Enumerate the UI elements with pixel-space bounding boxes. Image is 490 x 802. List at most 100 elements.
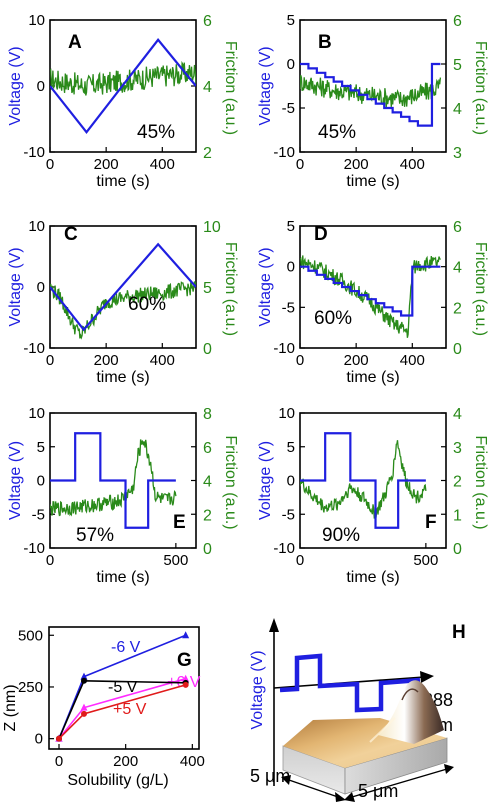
humidity-percent: 60% [314,308,352,329]
data-point [56,735,62,742]
x-tick-label: 400 [400,352,425,369]
y-left-tick-label: -10 [23,144,45,161]
y-left-tick-label: 5 [287,218,295,235]
x-tick-label: 0 [296,352,304,369]
y-right-tick-label: 6 [203,13,212,30]
y-left-tick-label: -10 [273,144,295,161]
y-left-tick-label: -5 [282,299,295,316]
humidity-percent: 90% [322,525,360,546]
x-axis-label: time (s) [96,569,149,586]
y-axis-label: Z (nm) [2,684,19,731]
humidity-percent: 45% [318,122,356,143]
panel-d: 0 200 400 -10 -5 0 5 0 2 4 6 time (s) Voltage (V) Fri… [257,218,489,386]
y-left-tick-label: -5 [32,506,45,523]
y-left-tick-label: 5 [287,12,295,29]
friction-series [300,75,442,108]
y-right-tick-label: 5 [203,280,212,297]
y-left-axis-label: Voltage (V) [7,247,24,326]
y-right-tick-label: 5 [453,57,462,74]
y-left-tick-label: -10 [23,540,45,557]
voltage-arrow-head [269,618,279,632]
friction-series [50,60,196,96]
y-right-tick-label: 4 [203,474,212,491]
y-right-axis-label: Friction (a.u.) [472,41,489,135]
y-right-tick-label: 6 [453,219,462,236]
data-point [182,674,190,682]
x-tick-label: 200 [94,352,119,369]
x-tick-label: 200 [94,156,119,173]
y-left-tick-label: 10 [278,405,295,422]
panel-letter: B [318,32,332,53]
panel-g: 0 200 400 0 250 500 Solubility (g/L) Z (nm) G -6 … [2,626,205,789]
voltage-series [50,38,196,134]
y-left-tick-label: -5 [282,506,295,523]
y-left-tick-label: -5 [282,100,295,117]
voltage-series [300,62,441,127]
y-left-tick-label: 0 [287,259,295,276]
y-right-tick-label: 4 [453,406,462,423]
friction-series [300,440,427,520]
x-axis-label: time (s) [346,569,399,586]
plot-frame [299,225,447,349]
y-left-tick-label: -10 [273,540,295,557]
y-right-tick-label: 4 [453,260,462,277]
panel-h: H Voltage (V) 288 nm 5 μm 5 μm [249,618,466,802]
x-tick-label: 200 [344,352,369,369]
x-tick-label: 400 [150,352,175,369]
panel-letter: G [177,650,192,671]
data-point [81,677,87,684]
y-left-axis-label: Voltage (V) [7,46,24,125]
voltage-series [300,265,441,317]
x-axis-label: time (s) [346,173,399,190]
y-right-axis-label: Friction (a.u.) [472,435,489,529]
y-right-tick-label: 1 [453,507,462,524]
friction-series [50,439,177,517]
y-right-tick-label: 6 [203,440,212,457]
y-left-tick-label: 10 [28,12,45,29]
y-tick-label: 500 [18,627,43,644]
y-left-tick-label: 0 [287,56,295,73]
panel-h-ylabel: Voltage (V) [249,650,266,729]
humidity-percent: 57% [76,525,114,546]
y-left-tick-label: -10 [273,340,295,357]
y-right-tick-label: 2 [453,300,462,317]
y-right-axis-label: Friction (a.u.) [222,435,239,529]
data-point [80,672,88,680]
x-tick-label: 400 [400,156,425,173]
x-tick-label: 200 [113,753,138,770]
x-axis-label: time (s) [96,173,149,190]
series-label: +5 V [113,701,147,718]
x-tick-label: 0 [46,352,54,369]
panel-letter: C [64,224,78,245]
y-left-tick-label: 0 [287,473,295,490]
panel-letter: E [173,512,186,533]
panel-letter: A [68,32,82,53]
x-tick-label: 0 [46,552,54,569]
y-right-tick-label: 4 [203,79,212,96]
y-left-tick-label: 0 [37,78,45,95]
y-right-tick-label: 6 [453,13,462,30]
panel-f: 0 500 -10 -5 0 5 10 0 1 2 3 4 time (s) Voltage (V) Fri… [257,405,489,586]
y-left-tick-label: -10 [23,340,45,357]
y-right-tick-label: 2 [453,474,462,491]
x-tick-label: 400 [180,753,205,770]
panel-h-voltage-waveform [279,653,421,713]
y-left-tick-label: 5 [287,439,295,456]
y-right-tick-label: 0 [453,341,462,358]
data-point [182,681,189,688]
data-point [81,710,87,717]
y-right-tick-label: 0 [453,541,462,558]
y-right-axis-label: Friction (a.u.) [222,41,239,135]
voltage-series [50,432,176,529]
panel-h-dim-right: 5 μm [358,781,398,801]
panel-b: 0 200 400 -10 -5 0 5 3 4 5 6 time (s) Voltage (V) Fri… [257,12,489,190]
series-label: -5 V [108,679,138,696]
y-left-tick-label: 10 [28,218,45,235]
panel-h-letter: H [452,622,466,643]
y-right-tick-label: 0 [203,341,212,358]
x-axis-label: time (s) [346,369,399,386]
voltage-series [50,242,196,332]
